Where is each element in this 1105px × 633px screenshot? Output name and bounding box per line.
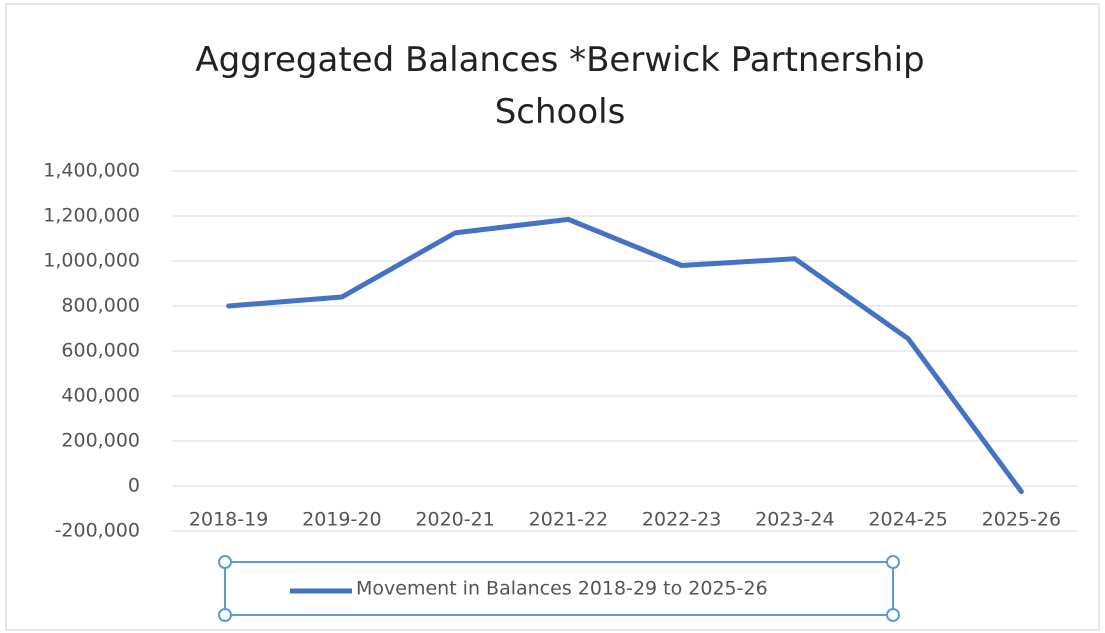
legend-label: Movement in Balances 2018-29 to 2025-26 [356,578,768,600]
x-tick-label: 2020-21 [415,509,494,531]
grid [172,170,1078,532]
selection-handles [218,555,900,622]
y-tick-label: 1,200,000 [43,205,140,227]
y-tick-label: -200,000 [55,520,140,542]
legend-selection [224,561,894,616]
x-tick-label: 2018-19 [189,509,268,531]
y-tick-label: 400,000 [61,385,140,407]
chart-title: Aggregated Balances *Berwick Partnership… [195,40,925,132]
x-tick-label: 2021-22 [529,509,608,531]
y-tick-label: 200,000 [61,430,140,452]
x-tick-label: 2022-23 [642,509,721,531]
x-tick-label: 2023-24 [755,509,834,531]
chart-border [5,3,1100,631]
legend[interactable]: Movement in Balances 2018-29 to 2025-26 [218,555,900,622]
series-line [226,216,1024,495]
y-tick-label: 600,000 [61,340,140,362]
y-tick-label: 800,000 [61,295,140,317]
y-tick-label: 1,000,000 [43,250,140,272]
y-tick-label: 0 [128,475,140,497]
x-tick-label: 2019-20 [302,509,381,531]
x-tick-label: 2025-26 [982,509,1061,531]
x-tick-label: 2024-25 [868,509,947,531]
y-tick-label: 1,400,000 [43,160,140,182]
